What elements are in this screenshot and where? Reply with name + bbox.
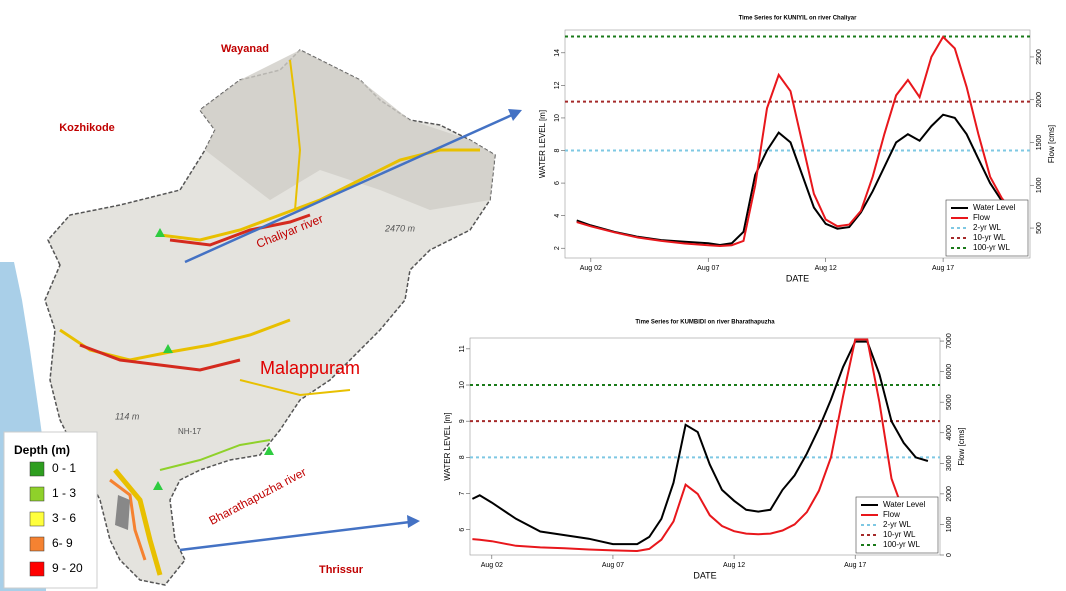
legend-label: 100-yr WL — [973, 243, 1010, 252]
legend-label: Flow — [973, 213, 990, 222]
map-label: 2470 m — [384, 223, 416, 233]
arrow — [179, 520, 411, 552]
river — [239, 379, 351, 397]
map-label: NH-17 — [178, 427, 202, 436]
y2-tick-label: 2000 — [946, 486, 953, 502]
series-line — [472, 338, 929, 553]
y2-tick-label: 3000 — [946, 455, 953, 471]
map-label: 114 m — [115, 411, 140, 421]
legend-swatch — [29, 561, 45, 577]
gauge — [153, 481, 163, 490]
map-label: Bharathapuzha river — [207, 465, 309, 528]
legend-box — [3, 431, 98, 589]
backwater — [115, 495, 130, 530]
x-tick-label: Aug 07 — [602, 562, 624, 569]
hills — [200, 50, 495, 210]
legend-label: Flow — [883, 510, 900, 519]
y-tick-label: 10 — [554, 114, 561, 122]
y-tick-label: 10 — [459, 381, 466, 389]
map-label: Thrissur — [319, 564, 364, 576]
x-tick-label: Aug 12 — [723, 562, 745, 569]
y-tick-label: 4 — [554, 214, 561, 218]
x-tick-label: Aug 12 — [815, 265, 837, 272]
y-tick-label: 8 — [459, 455, 466, 459]
y2-tick-label: 2000 — [1036, 92, 1043, 108]
gauge — [264, 446, 274, 455]
x-tick-label: Aug 02 — [580, 265, 602, 272]
y2-tick-label: 7000 — [946, 333, 953, 349]
y-tick-label: 2 — [554, 246, 561, 250]
y-tick-label: 9 — [459, 419, 466, 423]
y-axis-label: WATER LEVEL [m] — [443, 412, 452, 480]
y2-tick-label: 6000 — [946, 364, 953, 380]
legend-label: 10-yr WL — [883, 530, 916, 539]
y2-tick-label: 1500 — [1036, 135, 1043, 151]
y2-tick-label: 2500 — [1036, 49, 1043, 65]
x-tick-label: Aug 17 — [844, 562, 866, 569]
y2-axis-label: Flow [cms] — [957, 427, 966, 465]
y2-tick-label: 500 — [1036, 222, 1043, 234]
y-tick-label: 6 — [554, 181, 561, 185]
map-label: Malappuram — [260, 358, 360, 378]
legend-label: 100-yr WL — [883, 540, 920, 549]
legend-label: Water Level — [973, 203, 1016, 212]
legend-label: 9 - 20 — [52, 561, 83, 575]
series-line — [471, 340, 929, 546]
y2-tick-label: 5000 — [946, 394, 953, 410]
y-tick-label: 11 — [459, 345, 466, 352]
legend-label: Water Level — [883, 500, 926, 509]
gauge — [163, 344, 173, 353]
y-tick-label: 12 — [554, 81, 561, 89]
y2-tick-label: 1000 — [946, 517, 953, 533]
legend-label: 10-yr WL — [973, 233, 1006, 242]
y-axis-label: WATER LEVEL [m] — [538, 110, 547, 178]
y2-tick-label: 1000 — [1036, 177, 1043, 193]
y-tick-label: 14 — [554, 49, 561, 57]
legend-label: 6- 9 — [52, 536, 73, 550]
y-tick-label: 6 — [459, 528, 466, 532]
x-tick-label: Aug 07 — [697, 265, 719, 272]
river — [113, 468, 163, 576]
arrow-head — [407, 515, 420, 528]
river — [289, 59, 302, 211]
x-tick-label: Aug 17 — [932, 265, 954, 272]
legend-label: 3 - 6 — [52, 511, 76, 525]
x-tick-label: Aug 02 — [481, 562, 503, 569]
river — [79, 343, 241, 372]
x-axis-label: DATE — [786, 273, 809, 283]
river — [169, 213, 311, 247]
map: Wayanad Kozhikode Malappuram Thrissur Ch… — [0, 43, 522, 591]
series-line — [576, 35, 1015, 248]
map-label: Wayanad — [221, 43, 269, 55]
chart: Time Series for KUMBIDI on river Bharath… — [443, 320, 966, 581]
chart-title: Time Series for KUNIYIL on river Chaliya… — [739, 16, 857, 22]
river — [109, 478, 147, 561]
legend-swatch — [29, 536, 45, 552]
depth-legend: Depth (m) 0 - 1 1 - 3 3 - 6 6- 9 9 - 20 — [3, 431, 98, 589]
legend-swatch — [29, 511, 45, 527]
series-line — [576, 113, 1015, 247]
legend-swatch — [29, 461, 45, 477]
arrow — [184, 113, 513, 264]
legend-label: 0 - 1 — [52, 461, 76, 475]
y-tick-label: 7 — [459, 491, 466, 495]
y2-tick-label: 0 — [946, 553, 953, 557]
y2-tick-label: 4000 — [946, 425, 953, 441]
map-label: Kozhikode — [59, 122, 115, 134]
y-tick-label: 8 — [554, 148, 561, 152]
y2-axis-label: Flow [cms] — [1047, 125, 1056, 163]
x-axis-label: DATE — [693, 570, 716, 580]
legend-swatch — [29, 486, 45, 502]
legend-label: 1 - 3 — [52, 486, 76, 500]
chart-title: Time Series for KUMBIDI on river Bharath… — [635, 320, 775, 326]
river — [159, 439, 271, 471]
legend-label: 2-yr WL — [883, 520, 912, 529]
chart: Time Series for KUNIYIL on river Chaliya… — [538, 16, 1056, 284]
arrow-head — [508, 109, 522, 121]
gauge — [155, 228, 165, 237]
legend-title: Depth (m) — [14, 443, 70, 457]
legend-label: 2-yr WL — [973, 223, 1002, 232]
